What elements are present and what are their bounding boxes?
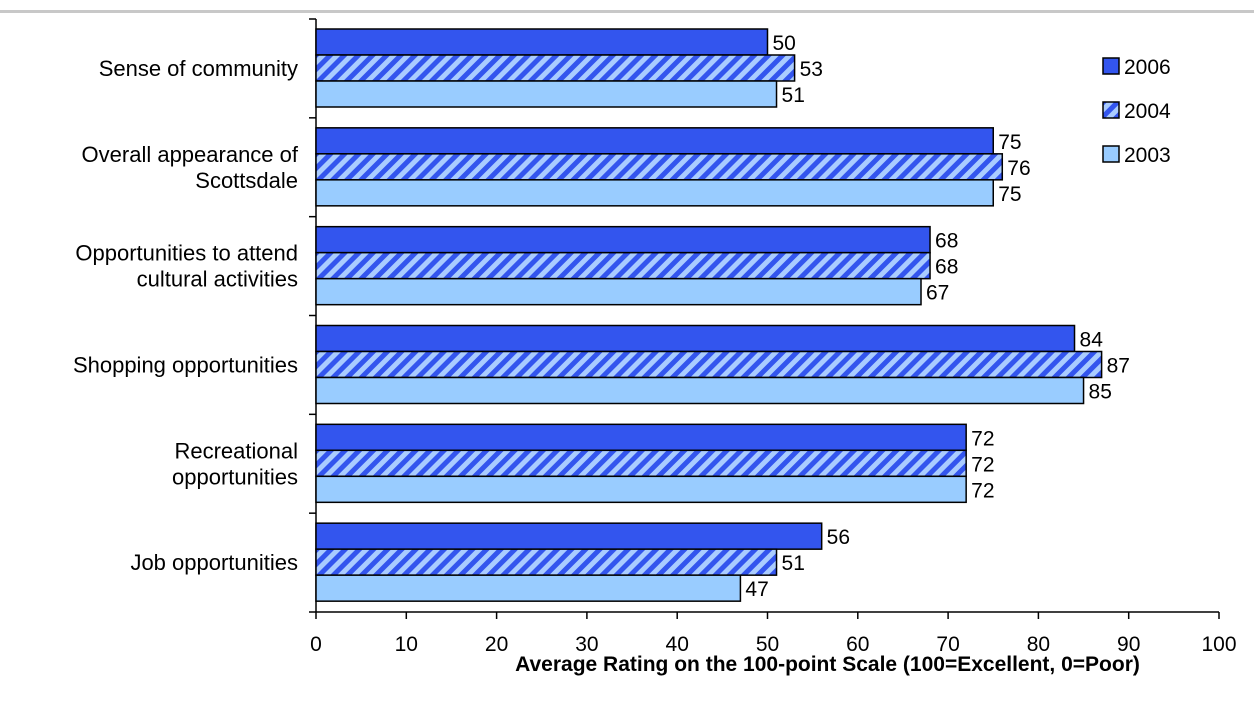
legend-swatch-2004 — [1102, 101, 1120, 119]
bar-2006 — [315, 522, 823, 550]
bar-2004 — [315, 54, 796, 82]
data-label: 85 — [1089, 381, 1112, 404]
bar-2006 — [315, 127, 994, 155]
data-label: 47 — [745, 578, 768, 601]
data-label: 68 — [935, 256, 958, 279]
category-label: Scottsdale — [195, 168, 298, 193]
x-tick-label: 20 — [485, 633, 508, 656]
data-label: 56 — [827, 526, 850, 549]
category-label: Overall appearance of — [82, 142, 299, 167]
category-label: Job opportunities — [130, 550, 298, 575]
bar-2004 — [315, 350, 1103, 379]
category-label: Opportunities to attend — [75, 241, 298, 266]
data-label: 75 — [998, 183, 1021, 206]
category-label: Shopping opportunities — [73, 353, 298, 378]
x-tick-label: 60 — [846, 633, 869, 656]
category-label: cultural activities — [137, 267, 298, 292]
bar-2003 — [315, 179, 994, 207]
data-label: 51 — [782, 84, 805, 107]
legend-swatch-2003 — [1102, 145, 1120, 163]
category-label: Recreational — [174, 438, 298, 463]
legend-label: 2003 — [1124, 144, 1171, 167]
data-label: 75 — [998, 131, 1021, 154]
category-label: opportunities — [172, 464, 298, 489]
bar-2004 — [315, 449, 967, 478]
legend-label: 2006 — [1124, 56, 1171, 79]
category-label: Sense of community — [99, 56, 298, 81]
bar-2003 — [315, 277, 922, 306]
data-label: 51 — [782, 552, 805, 575]
bar-2006 — [315, 324, 1076, 353]
data-label: 72 — [971, 427, 994, 450]
x-tick-label: 30 — [575, 633, 598, 656]
data-label: 67 — [926, 282, 949, 305]
x-axis-title: Average Rating on the 100-point Scale (1… — [515, 653, 1140, 676]
data-label: 72 — [971, 453, 994, 476]
data-label: 50 — [773, 32, 796, 55]
bar-2006 — [315, 225, 931, 254]
x-tick-label: 50 — [756, 633, 779, 656]
data-label: 53 — [800, 58, 823, 81]
top-rule — [0, 10, 1254, 13]
bar-2003 — [315, 574, 742, 602]
legend-label: 2004 — [1124, 100, 1171, 123]
legend-swatch-2006 — [1102, 57, 1120, 75]
bar-2003 — [315, 475, 967, 504]
data-label: 76 — [1007, 157, 1030, 180]
x-tick-label: 70 — [936, 633, 959, 656]
data-label: 72 — [971, 479, 994, 502]
bar-2006 — [315, 28, 769, 56]
x-tick-label: 80 — [1027, 633, 1050, 656]
x-tick-label: 100 — [1201, 633, 1236, 656]
x-tick-label: 90 — [1117, 633, 1140, 656]
data-label: 68 — [935, 230, 958, 253]
data-label: 87 — [1107, 355, 1130, 378]
bar-2003 — [315, 80, 778, 108]
x-tick-label: 10 — [395, 633, 418, 656]
x-tick-label: 0 — [310, 633, 322, 656]
bar-2004 — [315, 153, 1004, 181]
bar-2006 — [315, 423, 967, 452]
x-tick-label: 40 — [666, 633, 689, 656]
bar-2004 — [315, 548, 778, 576]
data-label: 84 — [1080, 329, 1104, 352]
bar-2004 — [315, 251, 931, 280]
bar-2003 — [315, 376, 1085, 405]
